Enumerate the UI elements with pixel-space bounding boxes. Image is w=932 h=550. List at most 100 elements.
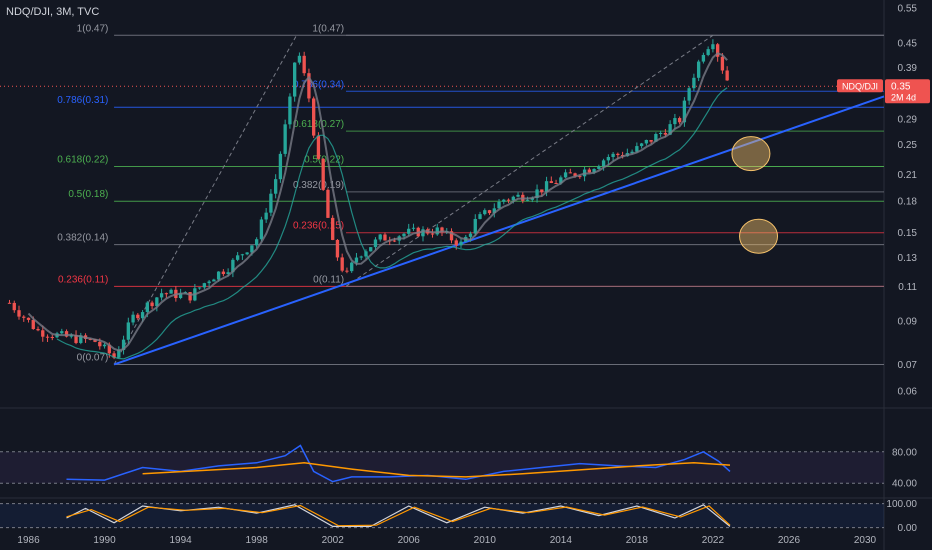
candle-body (102, 344, 107, 347)
candle-body (335, 239, 340, 258)
candle-body (449, 231, 454, 241)
candle-body (392, 240, 397, 242)
candle-body (136, 314, 140, 319)
candle-body (264, 212, 268, 220)
x-tick-label: 2022 (702, 535, 725, 546)
candle-body (692, 77, 696, 89)
symbol-title: NDQ/DJI, 3M, TVC (6, 6, 100, 18)
y-tick-label: 0.45 (898, 38, 918, 49)
candle-body (188, 292, 192, 301)
fib-level-label: 0.382(0.19) (293, 180, 344, 191)
candle-body (140, 312, 145, 319)
stoch-d-line (66, 504, 731, 527)
candle-body (649, 139, 653, 142)
candle-body (350, 262, 354, 272)
candle-body (483, 210, 487, 215)
candle-body (60, 331, 64, 334)
candle-body (36, 329, 40, 331)
candle-body (677, 118, 682, 123)
candle-body (587, 169, 591, 173)
candle-body (725, 70, 729, 81)
candle-body (293, 62, 297, 97)
candle-body (658, 132, 663, 134)
fib-level-label: 0.618(0.27) (293, 119, 344, 130)
candle-body (226, 272, 230, 275)
target-ellipse (739, 218, 779, 254)
candle-body (473, 218, 477, 234)
x-tick-label: 2006 (398, 535, 421, 546)
candle-body (98, 341, 102, 347)
candle-body (221, 271, 226, 275)
candle-body (421, 229, 425, 237)
candle-body (497, 201, 501, 209)
symbol-badge-label: NDQ/DJI (842, 81, 878, 91)
candle-body (231, 259, 235, 273)
candle-body (459, 241, 463, 246)
fib-level-label: 0.786(0.34) (293, 79, 344, 90)
candle-body (715, 44, 720, 57)
candle-body (706, 49, 710, 55)
candle-body (273, 179, 278, 194)
candle-body (506, 199, 511, 201)
candle-body (202, 283, 207, 288)
price-badge (885, 79, 930, 104)
x-tick-label: 1986 (17, 535, 40, 546)
candle-body (41, 330, 45, 337)
candle-body (121, 339, 126, 350)
candle-body (250, 245, 254, 253)
fib-level-label: 0.236(0.11) (58, 274, 108, 285)
candle-body (430, 233, 435, 235)
candle-body (7, 302, 12, 304)
candle-body (435, 227, 439, 235)
candle-body (720, 56, 725, 71)
rsi-tick-label: 80.00 (892, 447, 917, 458)
candle-body (682, 100, 687, 123)
y-tick-label: 0.55 (898, 4, 918, 15)
candle-body (345, 270, 349, 272)
candle-body (663, 132, 668, 135)
candle-body (592, 168, 596, 173)
candle-body (145, 302, 149, 313)
fib-level-label: 0.5(0.18) (68, 189, 108, 200)
candle-body (373, 239, 378, 248)
candle-body (611, 153, 615, 158)
x-tick-label: 2014 (550, 535, 573, 546)
countdown-label: 2M 4d (891, 92, 916, 102)
y-tick-label: 0.25 (898, 140, 918, 151)
fib-level-label: 1(0.47) (312, 23, 344, 34)
fib-level-label: 1(0.47) (77, 23, 109, 34)
fib-level-label: 0.236(0.15) (293, 221, 344, 232)
y-tick-label: 0.11 (898, 282, 917, 293)
candle-body (616, 153, 620, 155)
candle-body (340, 257, 344, 271)
candle-body (22, 316, 26, 318)
candle-body (402, 233, 406, 237)
candle-body (278, 153, 283, 180)
candle-body (235, 255, 240, 260)
candle-body (88, 338, 92, 340)
candle-body (64, 331, 69, 337)
candle-body (687, 88, 691, 101)
candle-body (511, 196, 515, 201)
fib-level-label: 0.618(0.22) (57, 155, 108, 166)
candle-body (74, 335, 78, 343)
y-tick-label: 0.07 (898, 360, 918, 371)
candle-body (159, 293, 164, 298)
candle-body (378, 234, 382, 240)
candle-body (169, 289, 173, 294)
stoch-tick-label: 0.00 (898, 523, 918, 534)
candle-body (644, 139, 649, 144)
candle-body (207, 281, 211, 284)
candle-body (302, 55, 306, 74)
candle-body (269, 193, 273, 213)
candle-body (540, 189, 544, 193)
candle-body (178, 293, 183, 299)
x-tick-label: 1998 (246, 535, 269, 546)
y-tick-label: 0.13 (898, 253, 918, 264)
y-tick-label: 0.09 (898, 317, 918, 328)
rsi-band (0, 451, 884, 484)
candle-body (696, 61, 701, 78)
candle-body (31, 319, 35, 330)
